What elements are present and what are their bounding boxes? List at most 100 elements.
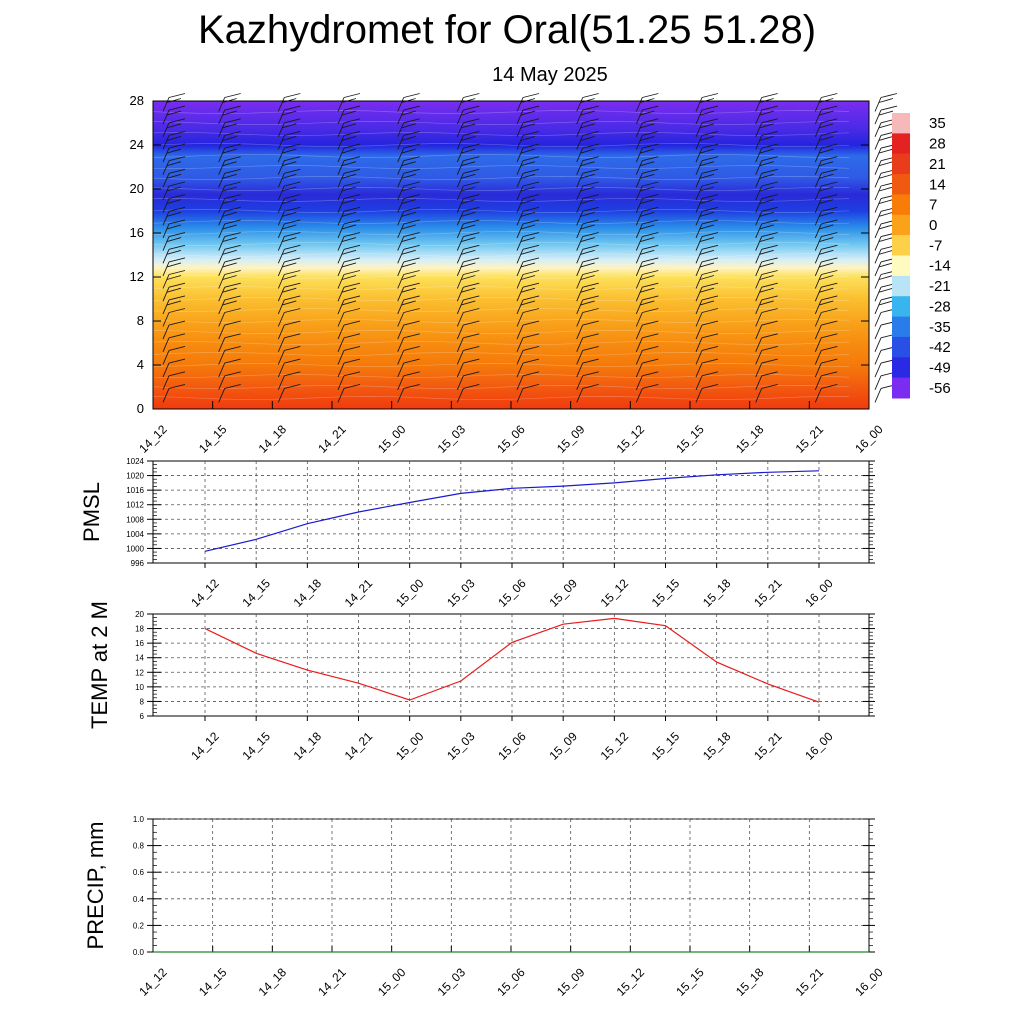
wind-barb-flag <box>821 206 838 212</box>
wind-barb-flag <box>463 105 480 111</box>
wind-barb-flag <box>463 320 480 326</box>
wind-barb-staff <box>695 375 703 390</box>
wind-barb-flag <box>224 358 241 364</box>
x-tick-label: 15_00 <box>393 729 427 763</box>
wind-barb-staff <box>162 287 170 302</box>
wind-barb-staff <box>695 249 703 264</box>
wind-barb-staff <box>337 350 345 365</box>
wind-barb-flag <box>222 161 237 167</box>
wind-barb-staff <box>277 388 285 403</box>
wind-barb-staff <box>218 236 226 251</box>
wind-barb-flag <box>222 237 237 243</box>
wind-barb-staff <box>814 109 822 125</box>
wind-barb-staff <box>695 173 703 188</box>
wind-barb-flag <box>821 181 838 187</box>
wind-barb-staff <box>162 122 170 137</box>
wind-barb-flag <box>819 249 834 255</box>
colorbar-label: -35 <box>929 319 951 336</box>
y-tick-label: 0.6 <box>133 868 145 877</box>
wind-barb-staff <box>695 236 703 251</box>
wind-barb-staff <box>755 223 763 239</box>
colorbar-segment <box>892 153 910 175</box>
colorbar-segment <box>892 133 910 155</box>
wind-barb-flag <box>224 257 241 263</box>
wind-barb-flag <box>821 105 838 111</box>
wind-barb-staff <box>695 362 703 378</box>
wind-barb-staff <box>635 173 643 188</box>
wind-barb-staff <box>162 185 170 201</box>
wind-barb-staff <box>695 299 703 315</box>
wind-barb-staff <box>635 185 643 201</box>
wind-barb-flag <box>701 282 719 288</box>
colorbar-segment <box>892 174 910 195</box>
wind-barb-staff <box>874 211 882 226</box>
wind-barb-flag <box>284 206 301 212</box>
wind-barb-flag <box>642 257 659 263</box>
wind-barb-flag <box>878 287 894 293</box>
pmsl-axis-label: PMSL <box>79 482 104 542</box>
wind-barb-staff <box>695 185 703 201</box>
wind-barb-staff <box>397 274 405 289</box>
wind-barb-staff <box>456 223 464 239</box>
wind-barb-staff <box>814 274 822 289</box>
wind-barb-flag <box>761 156 778 162</box>
wind-barb-flag <box>343 257 361 263</box>
wind-barb-staff <box>277 324 285 340</box>
x-tick-label: 15_03 <box>435 422 469 456</box>
wind-barb-flag <box>403 194 420 200</box>
isotherm-line <box>152 297 850 301</box>
wind-barb-flag <box>463 194 480 200</box>
wind-barb-flag <box>640 199 655 205</box>
colorbar-label: 7 <box>929 197 937 214</box>
wind-barb-staff <box>635 147 643 163</box>
wind-barb-flag <box>222 199 237 205</box>
x-tick-label: 15_03 <box>444 576 478 610</box>
wind-barb-flag <box>166 211 182 217</box>
wind-barb-flag <box>761 270 778 275</box>
wind-barb-staff <box>337 287 345 302</box>
wind-barb-staff <box>695 312 703 327</box>
isotherm-line <box>152 143 850 147</box>
isotherm-line <box>152 319 850 323</box>
wind-barb-flag <box>282 237 297 243</box>
wind-barb-staff <box>576 274 584 289</box>
wind-barb-flag <box>401 148 416 154</box>
isotherm-line <box>152 341 850 345</box>
isotherm-line <box>152 198 850 202</box>
wind-barb-flag <box>522 156 540 162</box>
isotherm-line <box>152 374 850 378</box>
wind-barb-flag <box>522 143 540 149</box>
wind-barb-flag <box>520 300 536 306</box>
wind-barb-flag <box>640 186 655 192</box>
wind-barb-staff <box>755 97 763 112</box>
x-tick-label: 14_12 <box>188 729 222 763</box>
wind-barb-staff <box>397 185 405 201</box>
wind-barb-staff <box>277 135 285 150</box>
wind-barb-flag <box>463 181 480 187</box>
wind-barb-staff <box>162 147 170 163</box>
isotherm-line <box>152 264 850 268</box>
wind-barb-flag <box>701 168 719 174</box>
wind-barb-staff <box>456 109 464 125</box>
wind-barb-flag <box>522 320 540 326</box>
wind-barb-flag <box>819 123 834 129</box>
wind-barb-staff <box>755 337 763 352</box>
wind-barb-flag <box>284 282 301 288</box>
wind-barb-staff <box>576 261 584 277</box>
y-tick-label: 6 <box>140 712 145 721</box>
wind-barb-flag <box>461 300 476 306</box>
wind-barb-flag <box>759 148 774 154</box>
wind-barb-flag <box>878 275 894 280</box>
wind-barb-staff <box>277 198 285 213</box>
wind-barb-flag <box>343 219 361 225</box>
pmsl-frame <box>152 460 870 564</box>
wind-barb-flag <box>284 168 301 174</box>
wind-barb-flag <box>878 237 894 243</box>
y-tick-label: 1.0 <box>133 815 145 824</box>
wind-barb-flag <box>819 211 834 217</box>
wind-barb-staff <box>456 337 464 352</box>
wind-barb-flag <box>821 219 838 225</box>
wind-barb-flag <box>759 186 774 192</box>
wind-barb-flag <box>759 173 774 179</box>
wind-barb-staff <box>397 160 405 175</box>
